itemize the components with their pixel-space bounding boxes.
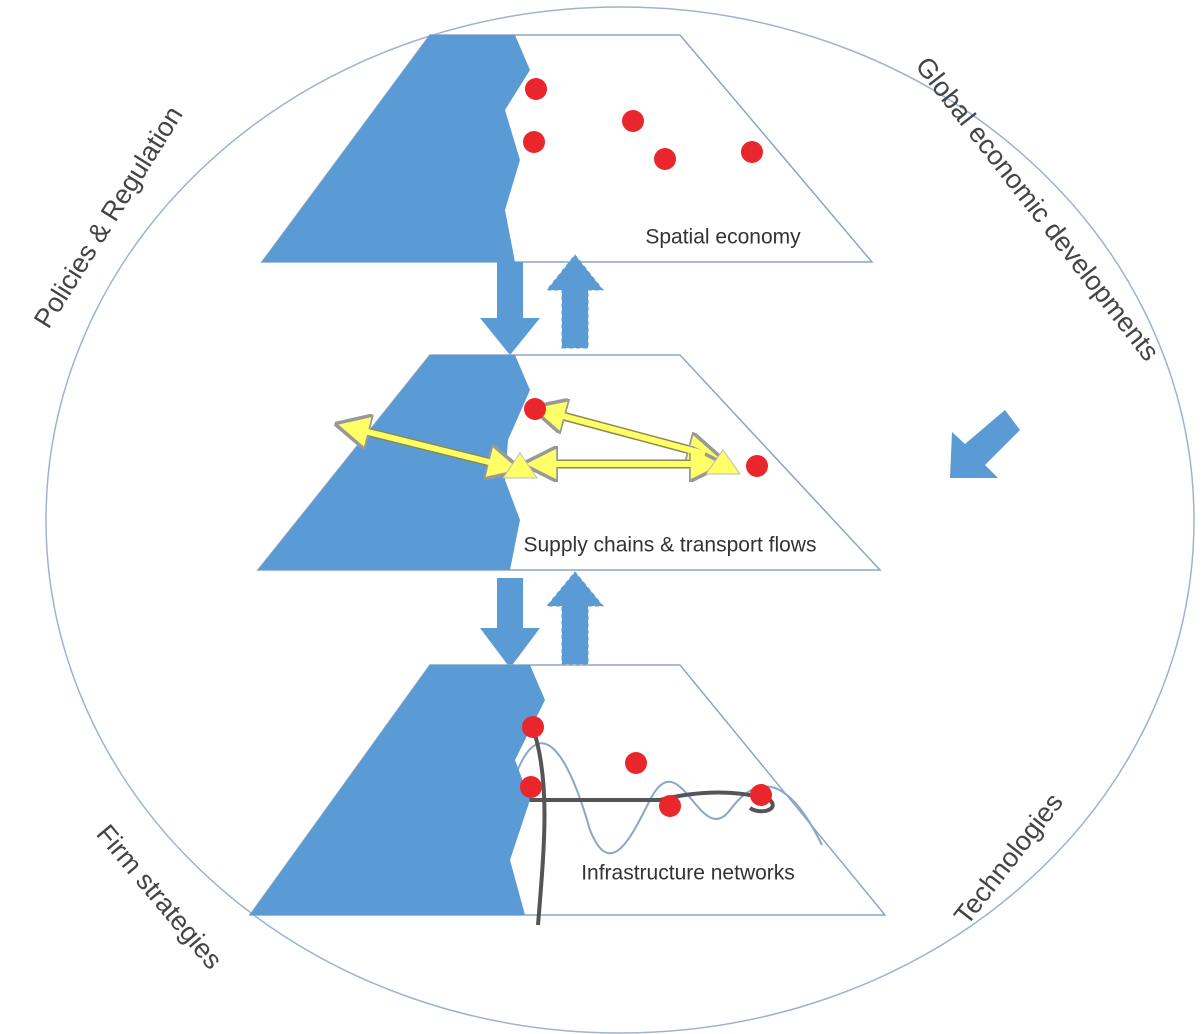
layer-spatial: Spatial economy [260, 34, 874, 263]
context-label: Global economic developments [910, 51, 1166, 366]
layer-label: Supply chains & transport flows [524, 534, 817, 557]
layer-supply: Supply chains & transport flows [256, 354, 882, 571]
layer-label: Spatial economy [645, 226, 801, 249]
layer-infrastructure: Infrastructure networks [248, 664, 887, 926]
layer-label: Infrastructure networks [581, 862, 795, 885]
context-label: Policies & Regulation [28, 101, 189, 333]
context-circle [45, 6, 1195, 1034]
external-arrow [950, 410, 1020, 478]
layer-arrows [480, 254, 605, 668]
context-label: Firm strategies [91, 819, 229, 975]
